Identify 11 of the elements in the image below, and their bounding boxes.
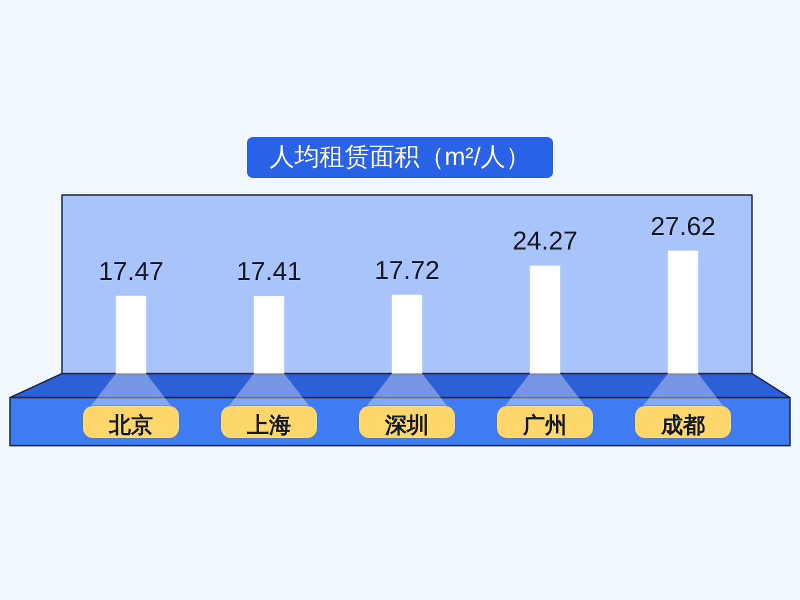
x-tick-label: 成都 [660,414,705,439]
data-label: 17.41 [236,256,302,286]
data-label: 27.62 [650,210,716,241]
data-label: 24.27 [512,226,578,256]
x-tick-label: 深圳 [384,414,429,439]
x-tick-label: 广州 [522,412,567,439]
data-label: 17.47 [98,256,164,286]
chart-title: 人均租赁面积（m²/人） [247,137,553,178]
x-tick-label: 北京 [108,412,153,439]
x-tick-label: 上海 [246,414,291,439]
data-label: 17.72 [374,254,440,285]
